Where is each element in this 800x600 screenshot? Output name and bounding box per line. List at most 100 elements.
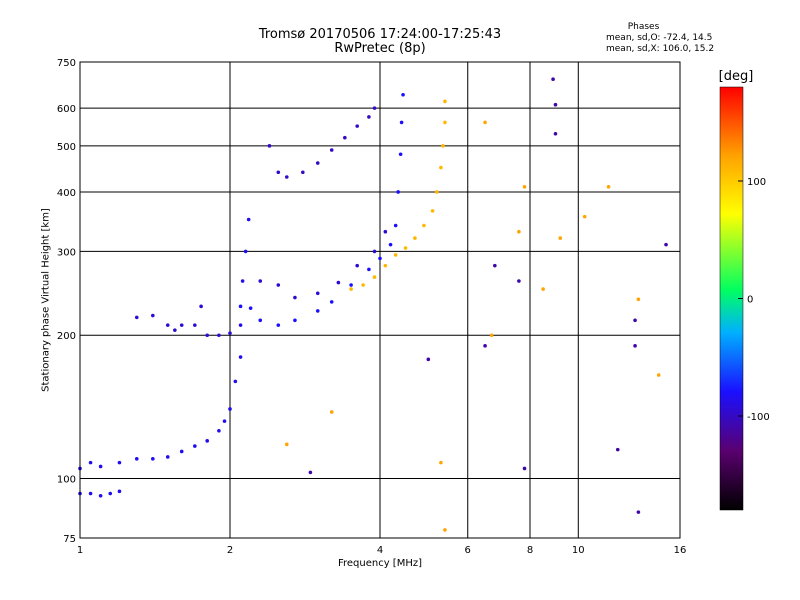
chart-subtitle: RwPretec (8p) xyxy=(334,41,426,56)
y-tick-label: 75 xyxy=(63,534,76,545)
data-point xyxy=(301,170,305,175)
data-point xyxy=(553,131,558,136)
data-point xyxy=(541,287,545,291)
data-point xyxy=(193,444,197,448)
data-point xyxy=(276,170,281,175)
data-point xyxy=(98,493,103,498)
y-tick-label: 750 xyxy=(57,58,76,69)
data-point xyxy=(517,279,521,283)
data-point xyxy=(361,283,365,287)
data-point xyxy=(315,291,320,296)
data-point xyxy=(398,152,403,157)
x-tick-label: 2 xyxy=(227,545,233,556)
data-point xyxy=(403,246,408,250)
data-point xyxy=(284,175,289,179)
data-point xyxy=(134,457,139,461)
data-point xyxy=(205,333,209,338)
data-point xyxy=(217,428,221,433)
data-point xyxy=(88,491,93,496)
data-point xyxy=(293,295,297,300)
data-point xyxy=(117,489,122,494)
data-point xyxy=(430,209,435,213)
data-point xyxy=(315,161,320,165)
data-point xyxy=(343,135,347,140)
data-point xyxy=(558,236,563,240)
data-point xyxy=(238,304,243,309)
chart-title: Tromsø 20170506 17:24:00-17:25:43 xyxy=(258,27,502,42)
data-point xyxy=(267,144,272,148)
data-point xyxy=(372,106,377,110)
axis-ticks: 1 2 4 6 8 10 16 75 100 200 300 400 500 600 750 xyxy=(57,58,686,556)
data-point xyxy=(329,300,334,304)
data-point xyxy=(517,229,521,234)
phases-x-stats: mean, sd,X: 106.0, 15.2 xyxy=(606,44,715,54)
colorbar-tick-label: 100 xyxy=(747,177,766,188)
data-point xyxy=(238,355,243,359)
data-point xyxy=(329,148,334,152)
data-point xyxy=(483,344,487,348)
data-point xyxy=(426,357,431,362)
data-point xyxy=(315,309,320,313)
x-axis-label: Frequency [MHz] xyxy=(337,558,423,569)
data-point xyxy=(483,120,487,125)
x-tick-label: 1 xyxy=(77,545,83,556)
data-point xyxy=(98,464,103,469)
data-point xyxy=(117,460,122,465)
data-point xyxy=(399,120,404,125)
data-point xyxy=(443,528,447,532)
data-point xyxy=(179,449,184,454)
data-point xyxy=(439,165,443,170)
data-point xyxy=(615,447,620,452)
data-point xyxy=(434,190,439,194)
data-point xyxy=(151,313,155,318)
data-point xyxy=(551,77,555,82)
data-point xyxy=(606,185,611,189)
data-point xyxy=(173,328,177,332)
data-point xyxy=(656,373,661,377)
data-point xyxy=(248,306,253,310)
data-point xyxy=(413,236,417,240)
data-point xyxy=(388,242,393,247)
data-point xyxy=(284,442,289,447)
data-point xyxy=(633,318,637,323)
y-tick-label: 500 xyxy=(57,142,76,153)
data-point xyxy=(349,287,353,291)
data-point xyxy=(443,120,447,125)
data-point xyxy=(240,279,245,283)
data-point xyxy=(258,318,263,323)
data-point xyxy=(493,263,497,268)
x-tick-label: 4 xyxy=(377,545,383,556)
data-point xyxy=(205,439,209,443)
data-point xyxy=(422,223,426,228)
data-point xyxy=(193,323,197,327)
data-point xyxy=(383,263,388,268)
data-point xyxy=(582,214,587,219)
x-tick-label: 16 xyxy=(674,545,687,556)
phases-o-stats: mean, sd,O: -72.4, 14.5 xyxy=(606,33,713,43)
y-axis-label: Stationary phase Virtual Height [km] xyxy=(40,208,52,392)
data-point xyxy=(636,297,641,302)
data-point xyxy=(636,510,641,514)
data-point xyxy=(441,144,445,148)
data-point xyxy=(233,379,238,384)
data-point xyxy=(349,283,353,287)
data-point xyxy=(393,223,398,228)
data-point xyxy=(222,419,227,423)
data-point xyxy=(633,344,637,348)
data-point xyxy=(522,185,527,189)
data-point xyxy=(443,99,447,104)
colorbar-tick-label: -100 xyxy=(747,412,770,423)
data-point xyxy=(383,229,388,234)
data-point xyxy=(276,323,281,327)
data-point xyxy=(308,470,313,475)
y-tick-label: 200 xyxy=(57,331,76,342)
phases-heading: Phases xyxy=(627,22,660,32)
phases-summary: Phases mean, sd,O: -72.4, 14.5 mean, sd,… xyxy=(606,22,786,55)
data-point xyxy=(151,457,155,461)
y-tick-label: 100 xyxy=(57,475,76,486)
data-point xyxy=(355,124,359,128)
colorbar-label: [deg] xyxy=(719,69,754,84)
data-point xyxy=(378,256,382,261)
data-point xyxy=(489,333,494,338)
data-point xyxy=(134,315,139,320)
